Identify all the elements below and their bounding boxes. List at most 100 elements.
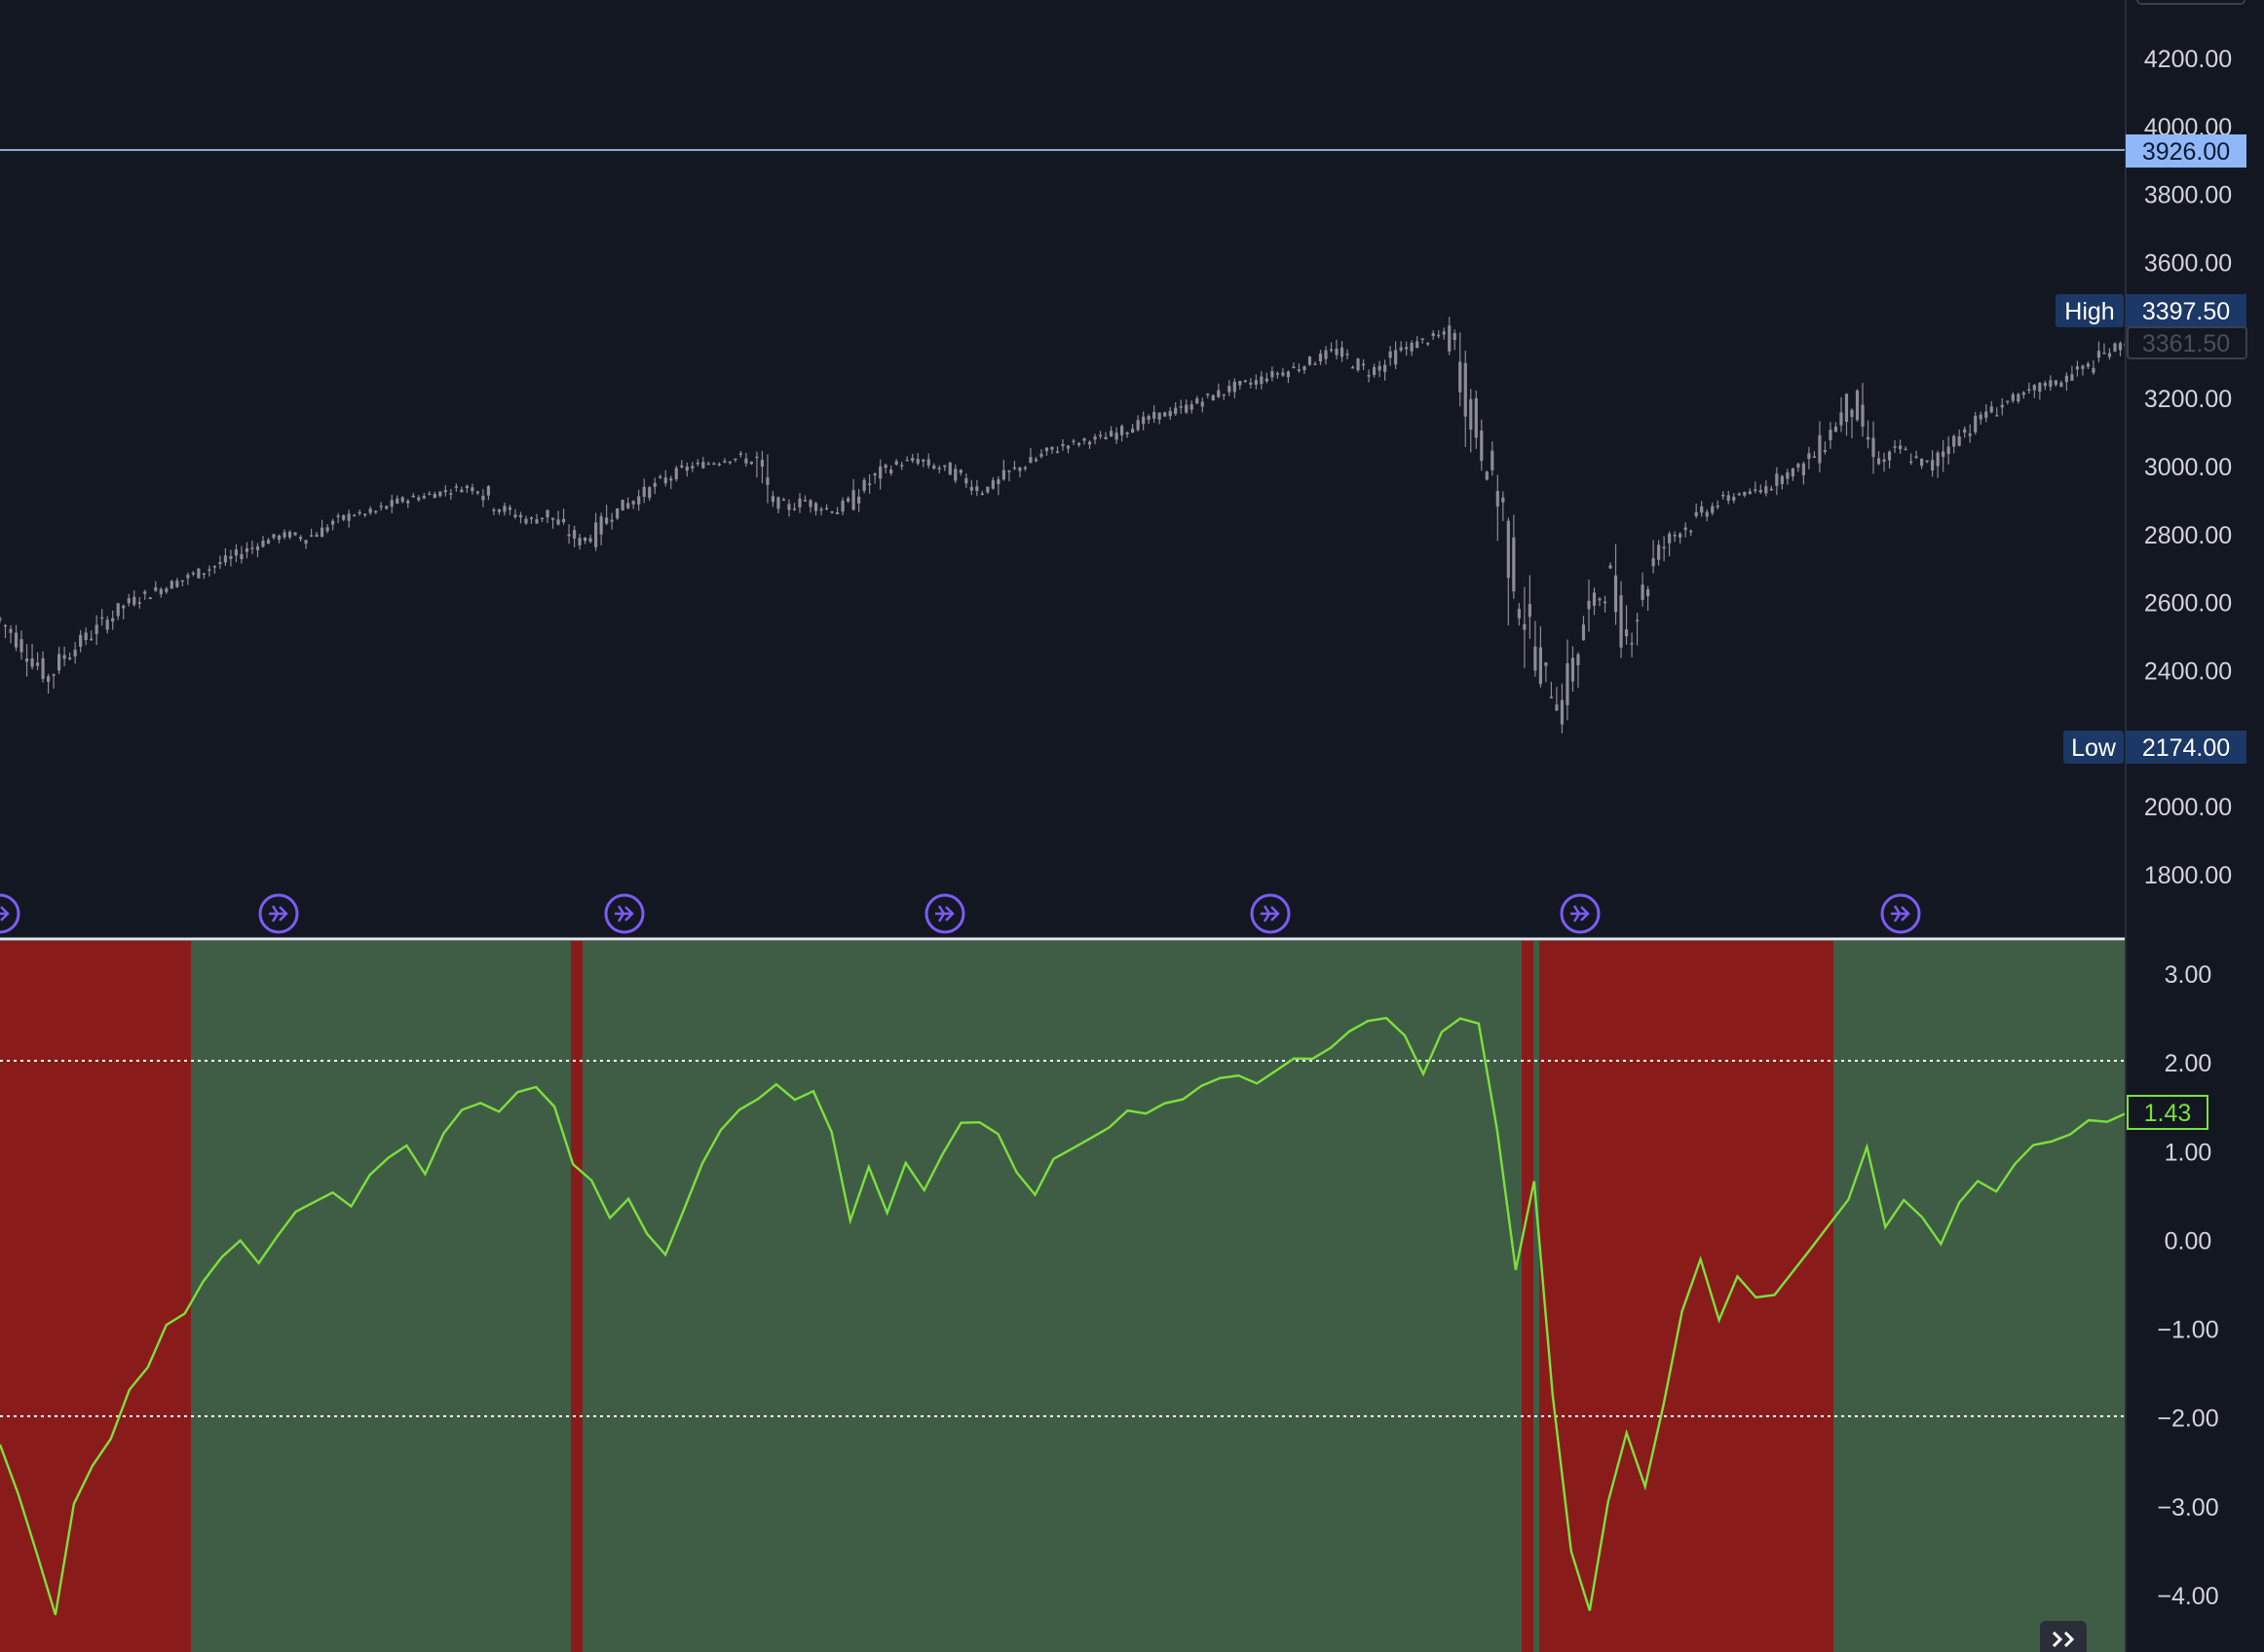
candle-body [154,586,158,591]
candle-body [911,458,915,462]
event-marker[interactable] [924,893,965,934]
candle-body [475,491,479,494]
candle-body [868,483,872,486]
candle-body [916,459,920,464]
event-marker[interactable] [604,893,645,934]
candle-body [922,459,925,462]
event-marker[interactable] [1560,893,1601,934]
candle-body [1823,449,1828,452]
candle-body [1592,592,1597,606]
candle-body [2021,392,2025,395]
candle-body [1297,369,1302,371]
candle-body [41,657,45,680]
candle-body [277,535,282,540]
candle-body [1388,351,1392,358]
candle-body [1641,584,1644,600]
candle-body [1914,456,1918,459]
candle-body [986,486,990,493]
candle-body [223,555,228,563]
candle-body [830,511,834,513]
candle-body [1549,696,1554,698]
candle-body [1264,378,1268,382]
oscillator-axis[interactable]: 3.00 2.00 1.00 0.00 −1.00 −2.00 −3.00 −4.00 [2157,961,2218,1610]
candle-body [1372,366,1377,375]
candle-body [2118,343,2123,351]
candle-body [1807,453,1811,459]
candle-body [1833,427,1838,432]
candle-body [1732,496,1736,501]
candle-body [734,458,737,461]
candle-body [1275,373,1280,375]
candle-body [1679,533,1682,538]
candle-body [1668,533,1672,544]
candle-body [905,459,909,462]
candle-body [315,534,319,538]
scroll-to-realtime-button[interactable] [2040,1621,2087,1652]
candle-body [1318,353,1323,362]
candle-body [792,508,797,510]
candle-body [1474,397,1478,438]
candle-body [1340,347,1344,357]
candle-body [819,508,823,511]
candle-body [433,494,436,499]
double-chevron-right-icon [2052,1631,2075,1648]
oscillator-tick-label: −4.00 [2157,1583,2218,1610]
bear-zone [0,941,191,1652]
oscillator-pane[interactable] [0,1016,2127,1616]
low-value: 2174.00 [2142,734,2230,762]
candle-body [1506,520,1510,579]
last-price-label: 3361.50 [2127,326,2247,359]
candle-body [776,497,780,509]
candle-body [1211,394,1215,401]
candle-body [68,657,72,659]
candle-body [2027,389,2031,392]
oscillator-tick-label: 3.00 [2165,961,2212,989]
candle-body [659,476,662,478]
candle-body [1120,426,1124,435]
price-tick-label: 3000.00 [2144,454,2232,481]
candle-body [2070,374,2074,381]
price-pane[interactable] [0,149,2138,734]
arrow-circle-icon [924,893,965,934]
candle-body [766,477,770,485]
candle-body [202,573,206,575]
candle-body [385,506,389,509]
candle-body [1098,434,1103,437]
candle-body [186,575,190,579]
candle-body [1076,442,1081,445]
candle-body [1061,443,1065,447]
price-tick-label: 1800.00 [2144,862,2232,889]
pane-control-box[interactable] [2136,0,2245,5]
candle-body [529,517,534,519]
candle-body [1168,410,1172,417]
candle-body [723,461,727,463]
price-tick-label: 4200.00 [2144,46,2232,73]
candle-body [1882,459,1886,463]
candle-body [2096,351,2101,358]
candle-body [1018,467,1022,471]
candle-body [127,598,131,604]
candle-body [1458,361,1462,393]
candle-body [717,464,721,466]
candle-body [1786,471,1790,479]
candle-body [1125,432,1129,434]
event-marker[interactable] [1880,893,1921,934]
event-marker[interactable] [258,893,299,934]
candle-body [626,503,630,508]
candle-body [428,493,432,496]
price-axis[interactable]: 4200.004000.003800.003600.003200.003000.… [2144,46,2232,889]
candle-body [1324,350,1328,359]
candle-body [969,486,973,491]
candle-body [926,459,930,466]
price-candles [0,317,2138,734]
event-marker[interactable] [0,893,20,934]
candle-body [2000,404,2004,408]
event-markers[interactable] [0,893,1921,934]
event-marker[interactable] [1250,893,1291,934]
candle-body [1861,404,1865,428]
candle-body [2032,385,2036,391]
candle-body [73,649,77,657]
candle-body [1249,382,1253,385]
candle-body [1410,342,1414,352]
